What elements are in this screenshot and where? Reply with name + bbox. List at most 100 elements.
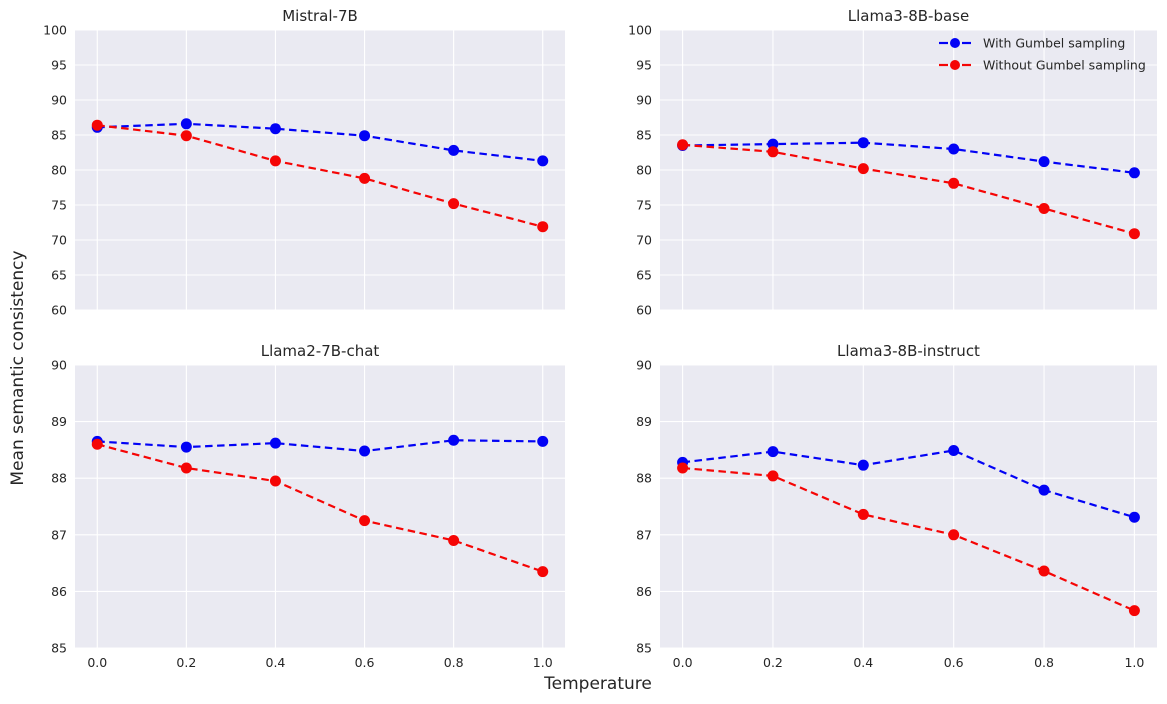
data-point-marker — [448, 144, 460, 156]
legend-label: With Gumbel sampling — [983, 36, 1125, 51]
x-tick-label: 0.0 — [87, 655, 107, 670]
data-point-marker — [1128, 228, 1140, 240]
series-line-with-gumbel — [97, 122, 543, 162]
data-point-marker — [448, 198, 460, 210]
y-tick-label: 65 — [51, 268, 67, 283]
y-tick-label: 100 — [43, 23, 67, 38]
y-axis-label: Mean semantic consistency — [8, 250, 28, 486]
y-tick-label: 85 — [51, 128, 67, 143]
y-tick-label: 80 — [636, 163, 652, 178]
data-point-marker — [948, 529, 960, 541]
y-tick-label: 87 — [636, 527, 652, 542]
data-point-marker — [359, 445, 371, 457]
y-tick-label: 60 — [636, 303, 652, 318]
y-tick-label: 89 — [51, 414, 67, 429]
x-tick-label: 1.0 — [1124, 655, 1144, 670]
series-line-without-gumbel — [97, 124, 544, 228]
data-point-marker — [537, 566, 549, 578]
legend-marker-icon — [950, 38, 960, 48]
x-tick-label: 0.6 — [944, 655, 964, 670]
data-point-marker — [359, 130, 371, 142]
x-tick-label: 0.4 — [266, 655, 286, 670]
y-tick-label: 90 — [51, 358, 67, 373]
y-tick-label: 65 — [636, 268, 652, 283]
data-point-marker — [857, 459, 869, 471]
y-tick-label: 100 — [628, 23, 652, 38]
data-point-marker — [767, 446, 779, 458]
data-point-marker — [767, 138, 779, 150]
data-point-marker — [180, 130, 192, 142]
series-line-without-gumbel — [682, 466, 1135, 612]
data-point-marker — [1128, 167, 1140, 179]
data-point-marker — [180, 118, 192, 130]
data-point-marker — [448, 534, 460, 546]
subplot-title: Llama3-8B-instruct — [837, 342, 980, 360]
x-tick-label: 0.2 — [763, 655, 783, 670]
data-point-marker — [537, 155, 549, 167]
data-point-marker — [1128, 605, 1140, 617]
series-line-with-gumbel — [682, 449, 1135, 519]
y-tick-label: 90 — [636, 93, 652, 108]
y-tick-label: 60 — [51, 303, 67, 318]
subplot-Mistral-7B: 60 65 70 75 80 85 90 95 100 Mistral-7B — [43, 7, 565, 318]
plot-area — [660, 365, 1157, 648]
y-tick-label: 85 — [636, 128, 652, 143]
data-point-marker — [537, 221, 549, 233]
subplot-Llama3-8B-base: 60 65 70 75 80 85 90 95 100 Llama3-8B-base With Gu… — [628, 7, 1157, 318]
x-tick-label: 1.0 — [533, 655, 553, 670]
data-point-marker — [857, 137, 869, 149]
y-tick-label: 80 — [51, 163, 67, 178]
legend-marker-icon — [950, 60, 960, 70]
x-axis-label: Temperature — [544, 674, 652, 694]
subplot-title: Llama2-7B-chat — [261, 342, 380, 360]
y-tick-label: 86 — [636, 584, 652, 599]
data-point-marker — [1038, 156, 1050, 168]
data-point-marker — [269, 437, 281, 449]
y-tick-label: 85 — [636, 641, 652, 656]
data-point-marker — [91, 119, 103, 131]
data-point-marker — [948, 444, 960, 456]
data-point-marker — [1038, 565, 1050, 577]
y-tick-label: 75 — [636, 198, 652, 213]
y-tick-label: 88 — [636, 471, 652, 486]
x-tick-label: 0.8 — [1034, 655, 1054, 670]
data-point-marker — [1038, 484, 1050, 496]
series-line-without-gumbel — [682, 143, 1135, 235]
y-tick-label: 75 — [51, 198, 67, 213]
x-tick-label: 0.4 — [853, 655, 873, 670]
x-tick-label: 0.6 — [355, 655, 375, 670]
data-point-marker — [537, 435, 549, 447]
data-point-marker — [948, 177, 960, 189]
data-point-marker — [767, 146, 779, 158]
x-tick-label: 0.8 — [444, 655, 464, 670]
y-tick-label: 89 — [636, 414, 652, 429]
data-point-marker — [448, 434, 460, 446]
series-line-without-gumbel — [96, 443, 544, 573]
data-point-marker — [677, 462, 689, 474]
data-point-marker — [359, 172, 371, 184]
x-tick-label: 0.2 — [176, 655, 196, 670]
y-tick-label: 88 — [51, 471, 67, 486]
data-point-marker — [359, 515, 371, 527]
subplot-Llama3-8B-instruct: 85 86 87 88 89 90 0.0 0.2 0.4 0.6 0.8 1.0 Llama3-8B-… — [636, 342, 1157, 670]
data-point-marker — [269, 475, 281, 487]
data-point-marker — [269, 123, 281, 135]
y-tick-label: 87 — [51, 527, 67, 542]
data-point-marker — [91, 438, 103, 450]
data-point-marker — [1128, 511, 1140, 523]
subplot-Llama2-7B-chat: 85 86 87 88 89 90 0.0 0.2 0.4 0.6 0.8 1.0 Llama2-7B-… — [51, 342, 565, 670]
y-tick-label: 90 — [636, 358, 652, 373]
data-point-marker — [767, 470, 779, 482]
y-tick-label: 70 — [636, 233, 652, 248]
subplot-title: Llama3-8B-base — [848, 7, 969, 25]
y-tick-label: 90 — [51, 93, 67, 108]
series-line-with-gumbel — [97, 439, 543, 453]
legend: With Gumbel sampling Without Gumbel sampl… — [939, 36, 1146, 73]
data-point-marker — [269, 155, 281, 167]
data-point-marker — [948, 143, 960, 155]
y-tick-label: 85 — [51, 641, 67, 656]
legend-label: Without Gumbel sampling — [983, 58, 1146, 73]
data-point-marker — [677, 139, 689, 151]
y-tick-label: 86 — [51, 584, 67, 599]
